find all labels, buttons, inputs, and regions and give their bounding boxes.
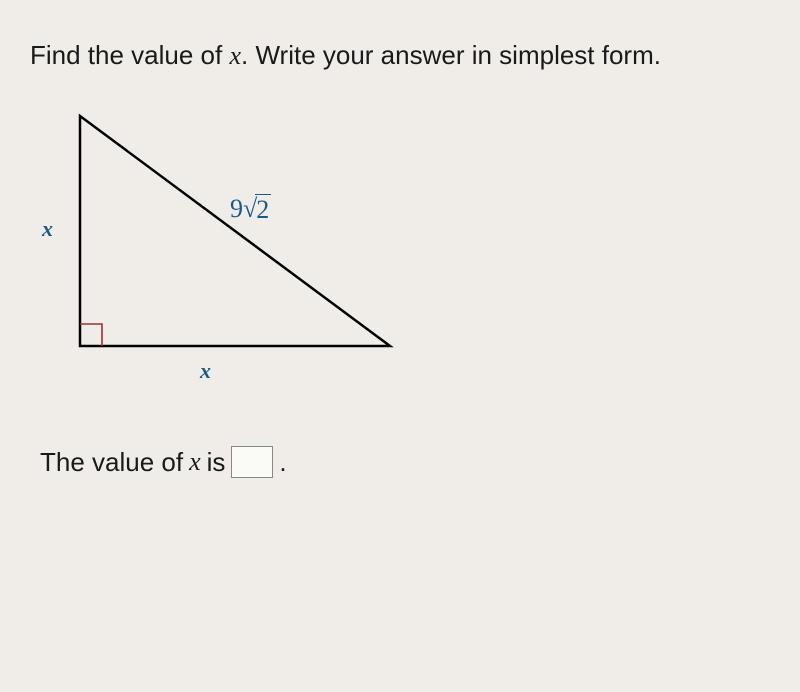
answer-period: . [279,447,286,478]
answer-suffix: is [207,447,226,478]
triangle-diagram: x 9√2 x [50,106,430,386]
question-text: Find the value of x. Write your answer i… [30,40,770,71]
question-prefix: Find the value of [30,40,229,70]
hypotenuse-label: 9√2 [230,194,271,225]
answer-line: The value of x is . [40,446,770,478]
right-angle-marker [80,324,102,346]
bottom-leg-label: x [200,358,211,384]
triangle-svg [50,106,430,386]
question-variable: x [229,41,241,70]
answer-variable: x [189,447,201,477]
hypotenuse-coeff: 9 [230,194,243,223]
answer-input-box[interactable] [231,446,273,478]
triangle-shape [80,116,390,346]
answer-prefix: The value of [40,447,183,478]
sqrt-symbol: √2 [243,194,271,225]
left-leg-label: x [42,216,53,242]
question-suffix: . Write your answer in simplest form. [241,40,661,70]
hypotenuse-radicand: 2 [255,194,271,225]
